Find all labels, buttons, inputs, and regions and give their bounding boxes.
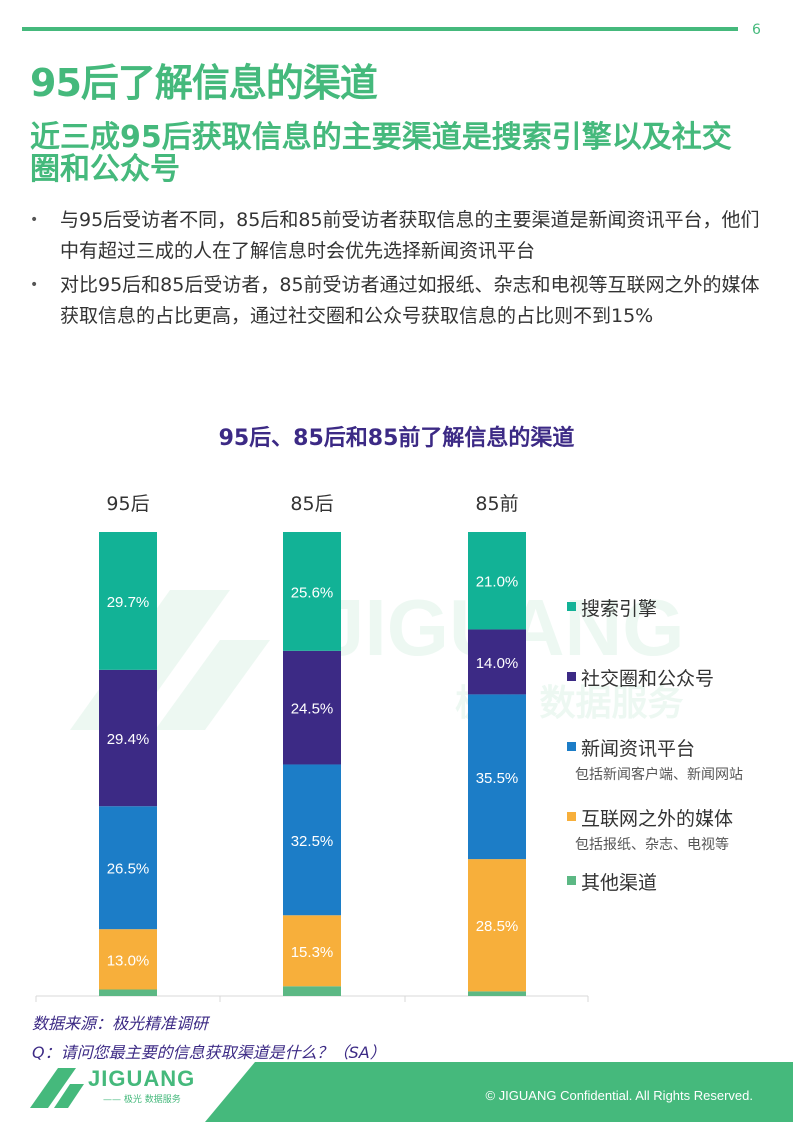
page-title: 95后了解信息的渠道	[30, 61, 378, 105]
bar-segment	[283, 986, 341, 996]
chart-title: 95后、85后和85前了解信息的渠道	[218, 426, 575, 451]
bar-segment	[468, 859, 526, 992]
bar-segment	[468, 532, 526, 630]
data-label: 15.3%	[291, 944, 334, 961]
bullet-item: • 与95后受访者不同，85后和85前受访者获取信息的主要渠道是新闻资讯平台，他们…	[30, 205, 760, 267]
legend-swatch	[567, 742, 576, 751]
logo-subtext: —— 极光 数据服务	[103, 1095, 181, 1105]
bullet-item: • 对比95后和85后受访者，85前受访者通过如报纸、杂志和电视等互联网之外的媒体…	[30, 270, 760, 332]
legend-label: 新闻资讯平台	[581, 738, 696, 760]
data-label: 13.0%	[107, 952, 150, 969]
category-label: 85前	[475, 493, 518, 515]
data-label: 26.5%	[107, 861, 150, 878]
bar-segment	[283, 650, 341, 765]
bar-segment	[99, 929, 157, 990]
legend-item: 搜索引擎	[565, 594, 790, 624]
footer-band-shape	[205, 1062, 793, 1122]
chart-legend: 搜索引擎 社交圈和公众号 新闻资讯平台 包括新闻客户端、新闻网站 互联网之外的媒…	[565, 594, 790, 898]
survey-question: Q：请问您最主要的信息获取渠道是什么？（SA）	[32, 1043, 386, 1062]
bar-segment	[468, 991, 526, 996]
data-label: 28.5%	[476, 918, 519, 935]
data-source: 数据来源：极光精准调研	[32, 1014, 209, 1033]
legend-label: 搜索引擎	[581, 598, 658, 620]
bar-segment	[468, 629, 526, 695]
legend-note: 包括报纸、杂志、电视等	[565, 834, 790, 864]
legend-note-text: 包括报纸、杂志、电视等	[575, 837, 729, 853]
bullet-icon: •	[30, 212, 39, 228]
logo-icon	[54, 1084, 84, 1108]
legend-item: 社交圈和公众号	[565, 664, 790, 694]
legend-note-text: 包括新闻客户端、新闻网站	[575, 767, 743, 783]
bullet-list: • 与95后受访者不同，85后和85前受访者获取信息的主要渠道是新闻资讯平台，他们…	[30, 205, 760, 335]
top-rule	[22, 27, 738, 31]
data-label: 14.0%	[476, 655, 519, 672]
legend-swatch	[567, 812, 576, 821]
legend-label: 社交圈和公众号	[581, 668, 715, 690]
bar-segment	[99, 989, 157, 996]
legend-label: 互联网之外的媒体	[581, 808, 734, 830]
legend-label: 其他渠道	[581, 872, 658, 894]
data-label: 35.5%	[476, 770, 519, 787]
data-label: 29.7%	[107, 594, 150, 611]
footer-band	[205, 1062, 793, 1122]
data-label: 32.5%	[291, 833, 334, 850]
bullet-icon: •	[30, 277, 39, 293]
data-label: 29.4%	[107, 731, 150, 748]
bar-segment	[283, 532, 341, 651]
data-label: 24.5%	[291, 701, 334, 718]
page-number: 6	[752, 22, 761, 38]
bar-segment	[283, 764, 341, 916]
bar-segment	[99, 532, 157, 670]
category-label: 95后	[106, 493, 149, 515]
category-label: 85后	[290, 493, 333, 515]
bar-segment	[283, 915, 341, 987]
bullet-text: 对比95后和85后受访者，85前受访者通过如报纸、杂志和电视等互联网之外的媒体获…	[60, 274, 760, 327]
legend-item: 新闻资讯平台	[565, 734, 790, 764]
data-label: 25.6%	[291, 584, 334, 601]
logo-icon	[30, 1068, 76, 1108]
legend-item: 互联网之外的媒体	[565, 804, 790, 834]
stacked-bar-chart: 95后 13.0% 26.5% 29.4% 29.7% 85后 15.3% 32.5% 24.5…	[35, 493, 589, 1002]
legend-note: 包括新闻客户端、新闻网站	[565, 764, 790, 794]
page-subtitle: 近三成95后获取信息的主要渠道是搜索引擎以及社交圈和公众号	[30, 120, 732, 187]
bar-segment	[468, 694, 526, 860]
jiguang-logo	[30, 1068, 84, 1108]
legend-item: 其他渠道	[565, 868, 790, 898]
copyright-text: © JIGUANG Confidential. All Rights Reser…	[485, 1088, 753, 1103]
bar-segment	[99, 806, 157, 930]
legend-swatch	[567, 602, 576, 611]
legend-swatch	[567, 876, 576, 885]
data-label: 21.0%	[476, 574, 519, 591]
bar-segment	[99, 669, 157, 807]
bullet-text: 与95后受访者不同，85后和85前受访者获取信息的主要渠道是新闻资讯平台，他们中…	[60, 209, 760, 262]
logo-text: JIGUANG	[88, 1066, 196, 1091]
legend-swatch	[567, 672, 576, 681]
